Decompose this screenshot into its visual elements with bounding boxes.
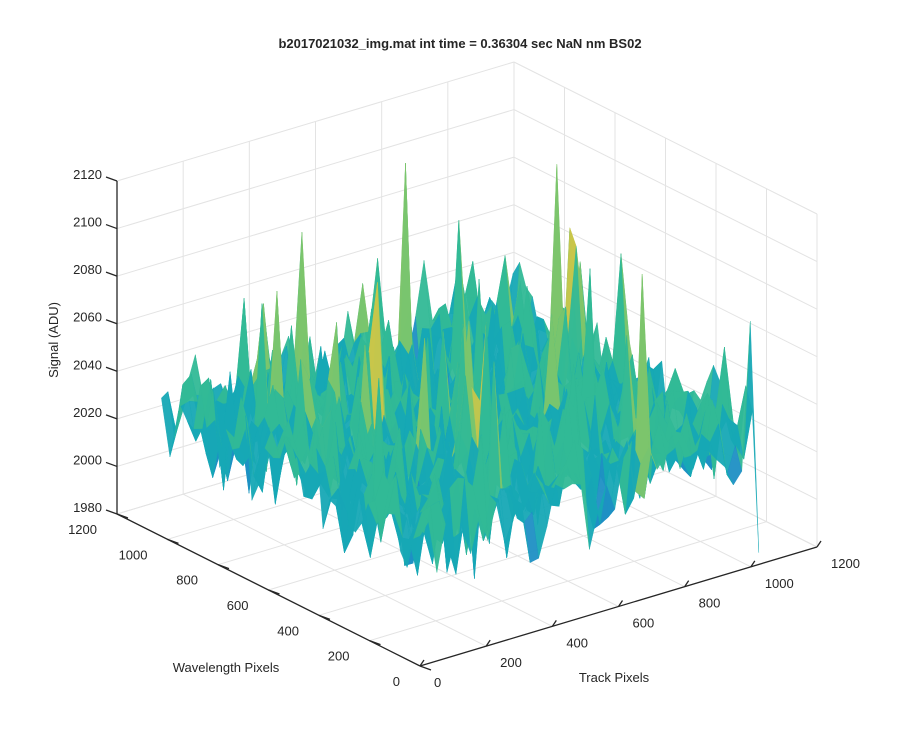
surface-facet [413,511,429,539]
x-tick-label: 1000 [765,576,794,591]
grid-line [318,495,717,616]
z-tick-label: 1980 [73,500,102,515]
z-tick-label: 2000 [73,452,102,467]
axes: 0 200 400 600 800 1000 1200 0 200 400 600 800 1000 12… [68,167,860,690]
tick-mark [217,564,230,570]
tick-mark [419,659,425,667]
grid-line [513,156,818,310]
tick-mark [105,176,118,182]
grid-line [116,204,515,325]
z-tick-label: 2100 [73,215,102,230]
y-tick-label: 200 [328,649,350,664]
tick-mark [750,560,756,568]
x-tick-label: 0 [434,675,441,690]
z-tick-label: 2060 [73,310,102,325]
tick-mark [105,461,118,468]
z-tick-label: 2040 [73,357,102,372]
y-tick-label: 0 [393,674,400,689]
z-tick-label: 2120 [73,167,102,182]
tick-mark [684,580,690,588]
grid-line [369,521,767,642]
tick-mark [419,665,432,671]
tick-mark [105,414,118,420]
tick-mark [816,540,822,548]
x-tick-label: 200 [500,655,522,670]
grid-line [116,61,515,182]
grid-line [116,109,515,230]
x-tick-label: 600 [633,616,655,631]
tick-mark [369,640,381,646]
surface-facet [743,321,759,553]
chart-title: b2017021032_img.mat int time = 0.36304 s… [278,36,641,51]
y-tick-label: 1200 [68,522,97,537]
tick-mark [105,271,118,277]
z-tick-label: 2020 [73,405,102,420]
grid-line [513,251,818,405]
grid-line [513,204,818,358]
y-tick-label: 800 [176,573,198,588]
tick-mark [167,538,179,544]
tick-mark [268,589,280,595]
tick-mark [617,600,624,607]
y-axis-label: Wavelength Pixels [173,660,280,675]
tick-mark [105,366,118,372]
grid-line [116,251,515,372]
tick-mark [318,614,331,620]
x-axis-label: Track Pixels [579,670,650,685]
x-tick-label: 1200 [831,556,860,571]
surface-mesh [161,163,759,579]
tick-mark [551,619,557,627]
y-tick-label: 1000 [119,547,148,562]
grid-line [513,61,818,215]
z-tick-label: 2080 [73,262,102,277]
tick-mark [105,319,118,325]
tick-mark [485,639,491,647]
z-axis-label: Signal (ADU) [46,302,61,378]
tick-mark [105,509,118,515]
grid-line [116,156,515,277]
y-tick-label: 600 [227,598,249,613]
grid-line [513,109,818,263]
x-tick-label: 800 [699,596,721,611]
tick-mark [116,513,129,519]
y-tick-label: 400 [277,623,299,638]
x-tick-label: 400 [566,635,588,650]
tick-mark [105,223,118,230]
